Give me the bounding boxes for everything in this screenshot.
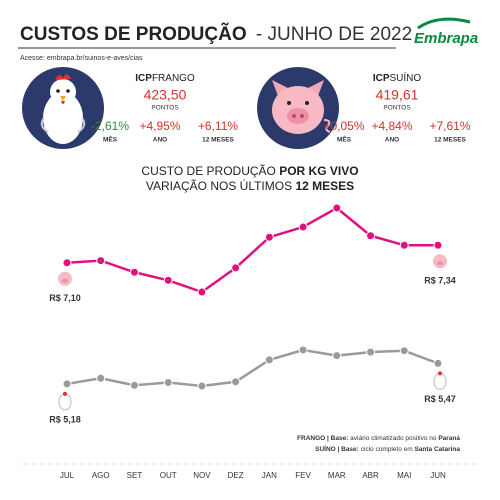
note-part: Santa Catarina (414, 446, 460, 453)
title: CUSTOS DE PRODUÇÃO - JUNHO DE 2022 (20, 23, 412, 45)
x-tick-label: JUN (430, 471, 446, 480)
point (197, 381, 207, 391)
title-bold: CUSTOS DE PRODUÇÃO (20, 23, 247, 45)
value-label: R$ 5,47 (424, 394, 456, 404)
point (366, 231, 376, 241)
note: SUÍNO | Base: ciclo completo em Santa Ca… (315, 444, 460, 453)
chart-subtitle-part: 12 MESES (295, 179, 354, 193)
point (96, 373, 106, 383)
point (62, 379, 72, 389)
x-tick-label: SET (127, 471, 143, 480)
x-tick-label: JAN (262, 471, 277, 480)
chart-title-part: POR KG VIVO (279, 164, 358, 178)
point (129, 380, 139, 390)
change-value: +7,61% (429, 119, 470, 133)
chart-title: CUSTO DE PRODUÇÃO POR KG VIVO (141, 164, 358, 178)
x-tick-label: ABR (362, 471, 379, 480)
point (96, 256, 106, 266)
note-part: FRANGO | Base: (297, 435, 350, 442)
point (231, 263, 241, 273)
change-label: MÊS (103, 135, 118, 144)
x-tick-label: NOV (193, 471, 211, 480)
note-part: Paraná (438, 435, 460, 442)
point (332, 351, 342, 361)
chart-subtitle-part: VARIAÇÃO NOS ÚLTIMOS (146, 178, 296, 193)
cards: ICPFRANGO423,50PONTOS-2,61%MÊS+4,95%ANO+… (91, 71, 471, 144)
chart-title-part: CUSTO DE PRODUÇÃO (141, 164, 279, 178)
change-value: +4,84% (371, 119, 412, 133)
change-label: ANO (385, 137, 399, 144)
hen-mini (58, 393, 72, 411)
x-tick-label: MAR (328, 471, 346, 480)
change-value: -2,61% (91, 119, 129, 133)
pig-icon (257, 67, 339, 149)
change-value: +4,95% (139, 119, 180, 133)
card-points: 419,61 (376, 87, 419, 103)
hen-mini-comb (63, 391, 67, 396)
point (298, 345, 308, 355)
logo-text: Embrapa (414, 30, 478, 47)
hen-mini-comb (438, 371, 442, 376)
x-tick-label: JUL (60, 471, 75, 480)
point (62, 258, 72, 268)
note: FRANGO | Base: aviário climatizado posit… (297, 435, 460, 442)
point (163, 377, 173, 387)
point (163, 275, 173, 285)
point (399, 240, 409, 250)
point (264, 355, 274, 365)
point (332, 203, 342, 213)
card-name: SUÍNO (390, 71, 422, 84)
chart-subtitle: VARIAÇÃO NOS ÚLTIMOS 12 MESES (146, 178, 354, 193)
change-label: MÊS (337, 135, 352, 144)
point (433, 358, 443, 368)
point (399, 346, 409, 356)
change-label: ANO (153, 137, 167, 144)
card-heading: ICPFRANGO (135, 73, 195, 84)
change-value: +0,05% (323, 119, 364, 133)
x-tick-label: DEZ (228, 471, 244, 480)
pig-mini-snout (437, 261, 443, 266)
chicken-icon (22, 67, 104, 149)
card-prefix: ICP (135, 73, 152, 84)
change-label: 12 MESES (202, 137, 234, 144)
hen-mini (433, 372, 447, 390)
logo: Embrapa (414, 17, 478, 47)
value-label: R$ 5,18 (49, 414, 81, 424)
point (197, 287, 207, 297)
point (433, 240, 443, 250)
card-heading: ICPSUÍNO (373, 71, 422, 84)
line-chart: JUL AGO SET OUT NOV DEZ JAN FEV MAR ABR MAI JUN R$ 7… (49, 203, 456, 480)
series-line (66, 206, 438, 294)
pig-mini-snout (62, 278, 68, 283)
card-points: 423,50 (144, 87, 187, 103)
change-label: 12 MESES (434, 137, 466, 144)
x-tick-label: OUT (160, 471, 177, 480)
note-part: SUÍNO | Base: (315, 444, 361, 453)
x-tick-label: MAI (397, 471, 411, 480)
point (264, 232, 274, 242)
point (231, 377, 241, 387)
value-label: R$ 7,34 (424, 276, 456, 286)
change-value: +6,11% (198, 119, 238, 133)
note-part: aviário climatizado positivo no (350, 435, 438, 442)
point (366, 347, 376, 357)
card-name: FRANGO (152, 73, 195, 84)
series-line (66, 348, 439, 388)
x-tick-label: FEV (295, 471, 311, 480)
point (129, 267, 139, 277)
card-points-label: PONTOS (151, 105, 179, 112)
value-label: R$ 7,10 (49, 293, 81, 303)
title-light: - JUNHO DE 2022 (256, 24, 412, 45)
link: Acesse: embrapa.br/suinos-e-aves/cias (20, 55, 143, 62)
card-points-label: PONTOS (383, 105, 411, 112)
point (298, 222, 308, 232)
card-prefix: ICP (373, 73, 390, 84)
note-part: ciclo completo em (361, 446, 415, 453)
x-tick-label: AGO (92, 471, 110, 480)
